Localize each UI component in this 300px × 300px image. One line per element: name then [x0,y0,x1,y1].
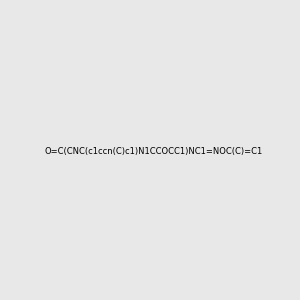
Text: O=C(CNC(c1ccn(C)c1)N1CCOCC1)NC1=NOC(C)=C1: O=C(CNC(c1ccn(C)c1)N1CCOCC1)NC1=NOC(C)=C… [45,147,263,156]
